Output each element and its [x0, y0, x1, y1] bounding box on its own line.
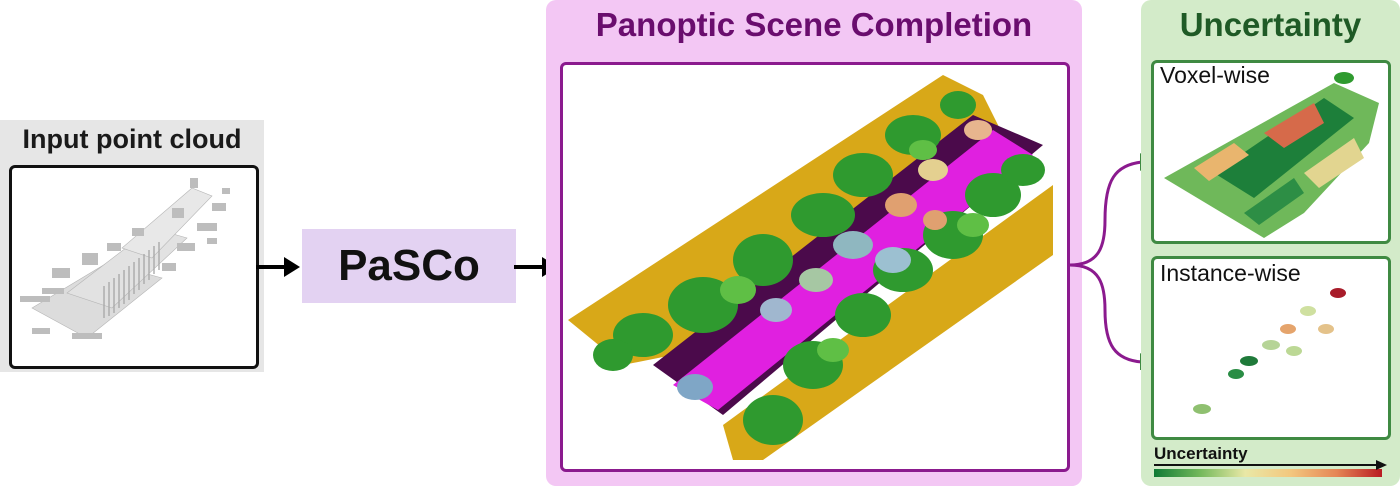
instance-wise-label: Instance-wise: [1160, 260, 1301, 286]
pasco-label: PaSCo: [338, 241, 480, 290]
input-point-cloud-image: [9, 165, 259, 369]
voxel-wise-image: [1151, 60, 1391, 244]
uncertainty-title: Uncertainty: [1179, 6, 1362, 43]
uncertainty-scale-label: Uncertainty: [1154, 444, 1248, 463]
uncertainty-scale-arrow: [1154, 460, 1387, 470]
voxel-wise-label: Voxel-wise: [1160, 62, 1270, 88]
pasco-model-box: PaSCo: [302, 229, 516, 303]
panoptic-scene-image: [560, 62, 1070, 472]
panoptic-title: Panoptic Scene Completion: [595, 6, 1033, 43]
input-title: Input point cloud: [22, 124, 242, 154]
uncertainty-colorbar: [1154, 469, 1382, 477]
arrow-input-to-pasco: [256, 257, 300, 277]
instance-wise-image: [1151, 256, 1391, 440]
